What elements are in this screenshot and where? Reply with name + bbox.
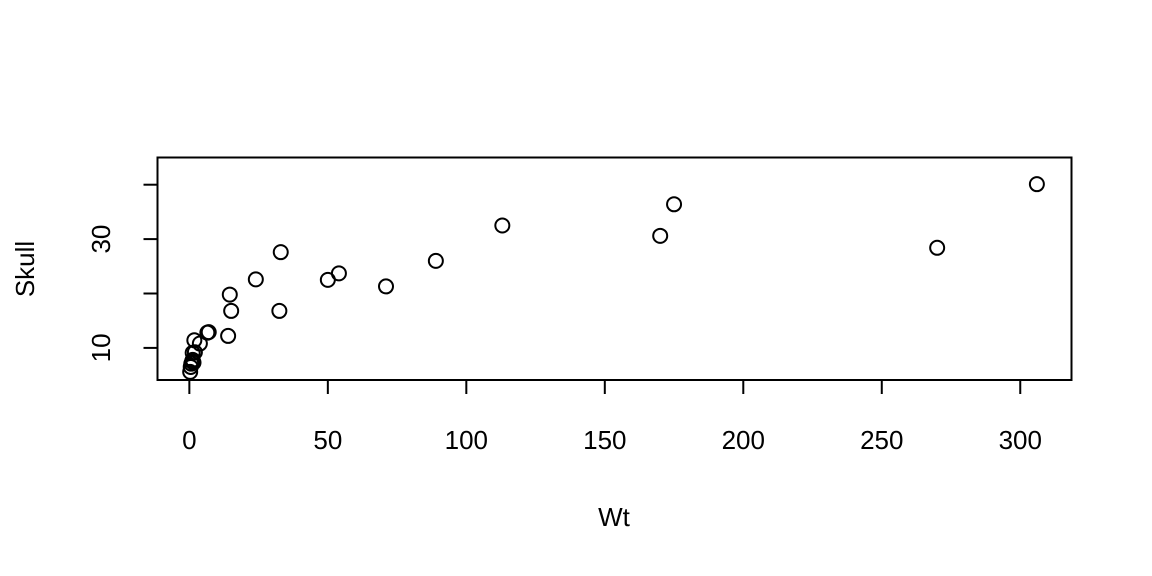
data-point [271, 302, 288, 319]
data-point [182, 363, 199, 380]
x-tick-label: 100 [445, 425, 488, 455]
data-point [185, 354, 202, 371]
data-point [652, 227, 669, 244]
data-point [330, 265, 347, 282]
data-point [1028, 176, 1045, 193]
data-point [186, 344, 203, 361]
x-tick-label: 150 [583, 425, 626, 455]
y-axis: 10 30 [86, 183, 159, 362]
plot-frame [156, 156, 1073, 381]
data-point [191, 335, 208, 352]
data-point [494, 217, 511, 234]
x-tick-label: 250 [860, 425, 903, 455]
x-tick-label: 0 [182, 425, 196, 455]
x-tick-label: 200 [722, 425, 765, 455]
data-point [929, 239, 946, 256]
data-point [247, 271, 264, 288]
data-point [666, 196, 683, 213]
x-tick-label: 50 [313, 425, 342, 455]
data-point [223, 302, 240, 319]
data-point [427, 252, 444, 269]
data-point [220, 327, 237, 344]
data-point [200, 324, 217, 341]
data-point [378, 278, 394, 295]
y-tick-label: 10 [86, 333, 116, 362]
x-axis: 0 50 100 150 200 250 300 [182, 379, 1042, 455]
data-point [221, 286, 238, 303]
y-tick-label: 30 [86, 225, 116, 254]
data-point [272, 244, 289, 261]
x-axis-label: Wt [598, 502, 631, 532]
x-tick-label: 300 [999, 425, 1042, 455]
y-axis-label: Skull [10, 241, 40, 297]
data-points [182, 176, 1045, 380]
